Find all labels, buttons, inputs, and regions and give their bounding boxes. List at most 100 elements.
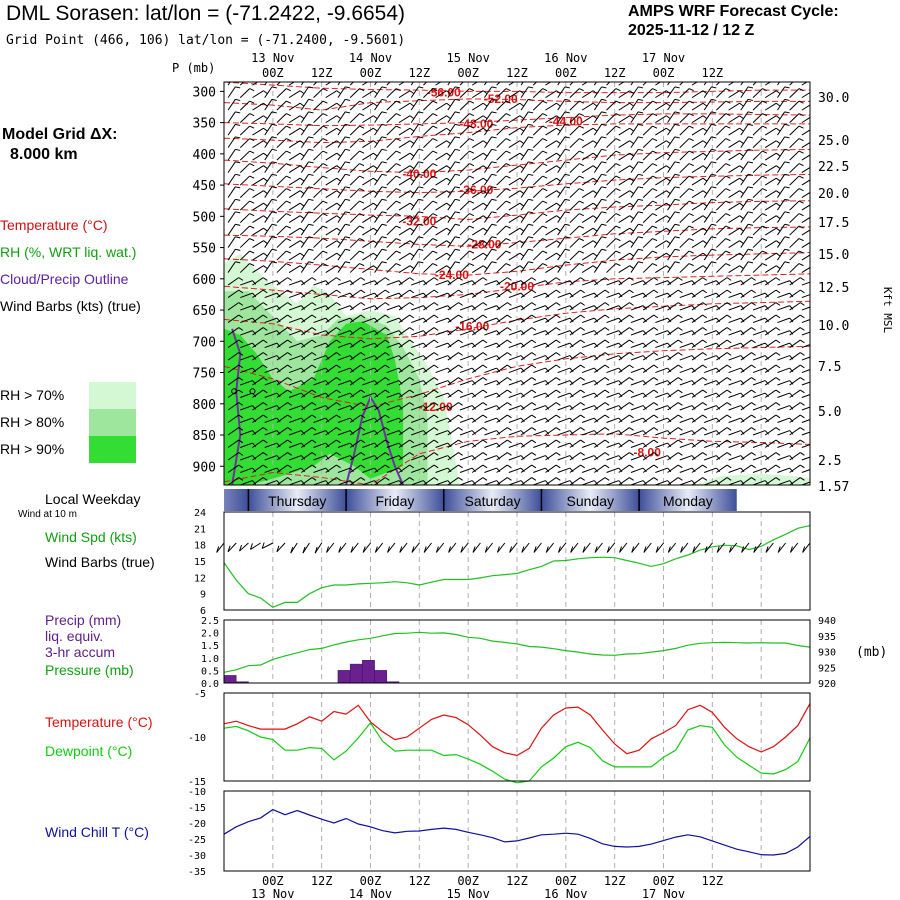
- wind-barb-feather: [725, 238, 731, 242]
- wind-barb: [398, 289, 410, 298]
- wind-barb: [679, 213, 690, 223]
- weekday-label: Wednesday: [138, 493, 212, 509]
- wind-barb-feather: [542, 250, 548, 254]
- wind-barb-feather: [262, 314, 268, 319]
- wind-barb: [374, 82, 378, 86]
- wind-barb: [374, 452, 386, 461]
- wind-barb: [533, 392, 546, 398]
- wind-barb: [325, 414, 337, 423]
- wind-barb: [740, 261, 749, 273]
- wind-barb: [459, 392, 473, 398]
- wind-barb-feather: [739, 190, 744, 195]
- wind-barb-feather: [496, 392, 501, 398]
- wind-barb-feather: [395, 188, 401, 192]
- wind-barb: [410, 249, 419, 261]
- wind-barb-feather: [482, 252, 488, 257]
- wind-barb-feather: [556, 177, 561, 182]
- wind-barb-feather: [491, 223, 497, 226]
- wind-barb-feather: [409, 464, 415, 469]
- wind-barb: [484, 211, 493, 223]
- wind-barb-feather: [691, 455, 696, 460]
- wind-barb: [471, 289, 484, 298]
- wind-barb: [581, 417, 595, 423]
- grid-point-subtitle: Grid Point (466, 106) lat/lon = (-71.240…: [6, 33, 406, 48]
- wind-barb-feather: [454, 123, 461, 126]
- wind-barb-feather: [238, 464, 244, 469]
- wind-barb: [435, 405, 448, 411]
- wind-barb: [703, 136, 712, 148]
- wind-barb: [569, 263, 580, 273]
- wind-barb-feather: [454, 261, 461, 264]
- wind-barb: [362, 227, 374, 236]
- wind-barb: [740, 86, 749, 98]
- wind-barb-feather: [287, 427, 292, 431]
- wind-barb-feather: [813, 178, 817, 181]
- wind-barb-feather: [454, 161, 461, 164]
- wind-barb: [459, 280, 473, 286]
- wind-barb-feather: [653, 314, 659, 319]
- wind-barb: [374, 136, 383, 148]
- wind-barb-feather: [666, 190, 671, 195]
- wind-barb-feather: [238, 352, 244, 356]
- wind-barb: [276, 150, 287, 161]
- wind-barb-feather: [652, 188, 658, 192]
- weekday-axis-label: Local Weekday: [45, 491, 141, 507]
- wind-barb: [496, 277, 508, 286]
- wind-barb: [581, 455, 595, 461]
- wind-barb: [557, 467, 571, 473]
- wind-barb: [239, 150, 250, 161]
- wind-barb: [447, 327, 459, 336]
- wind-barb-feather: [300, 392, 305, 398]
- wind-barb: [471, 82, 479, 86]
- wind-barb: [459, 305, 473, 311]
- wind-barb: [740, 82, 744, 86]
- wind-barb: [313, 317, 326, 324]
- wind-barb-feather: [775, 339, 781, 344]
- wind-barb-feather: [471, 355, 476, 360]
- wind-barb-feather: [726, 377, 732, 381]
- wind-barb: [606, 467, 619, 473]
- wind-barb-feather: [642, 392, 647, 398]
- wind-barb: [752, 150, 763, 161]
- wind-barb: [557, 305, 571, 311]
- wind-barb: [716, 364, 728, 373]
- wind-barb: [533, 292, 546, 299]
- wind-barb-feather: [545, 317, 550, 323]
- wind-barb: [337, 236, 346, 248]
- wind-barb: [630, 305, 644, 311]
- wind-barb: [264, 186, 273, 198]
- wind-barb-feather: [739, 102, 744, 107]
- wind-barb-feather: [667, 480, 672, 485]
- wind-barb-feather: [359, 213, 365, 217]
- wind-barb: [240, 317, 253, 324]
- wind-barb: [691, 289, 703, 298]
- wind-barb-feather: [276, 280, 281, 285]
- wind-barb-feather: [784, 236, 790, 239]
- wind-barb-feather: [384, 477, 390, 481]
- height-tick-label: 22.5: [818, 160, 849, 175]
- wind-barb-feather: [674, 261, 680, 264]
- wind-barb-feather: [360, 302, 366, 306]
- wind-barb: [252, 152, 264, 161]
- rh-swatch-90: [89, 436, 136, 463]
- wind-barb: [264, 236, 273, 248]
- wind-barb: [276, 427, 288, 436]
- wind-barb-feather: [667, 392, 672, 398]
- wind-barb-feather: [482, 177, 488, 182]
- wind-barb: [752, 82, 757, 86]
- wind-barb-feather: [409, 102, 415, 107]
- wind-barb-feather: [528, 123, 534, 126]
- wind-barb-feather: [800, 289, 805, 294]
- wind-barb: [704, 367, 717, 374]
- wind-barb: [423, 213, 434, 223]
- wind-barb: [728, 455, 741, 461]
- wind-barb: [740, 289, 752, 298]
- wind-barb-feather: [432, 188, 438, 192]
- wind-barb: [459, 225, 470, 236]
- surface-wind-barb: [227, 542, 237, 553]
- wind-barb: [606, 200, 617, 211]
- wind-barb-feather: [691, 305, 696, 310]
- wind-barb: [459, 113, 470, 123]
- wind-barb: [594, 452, 606, 461]
- wind-barb: [618, 115, 631, 124]
